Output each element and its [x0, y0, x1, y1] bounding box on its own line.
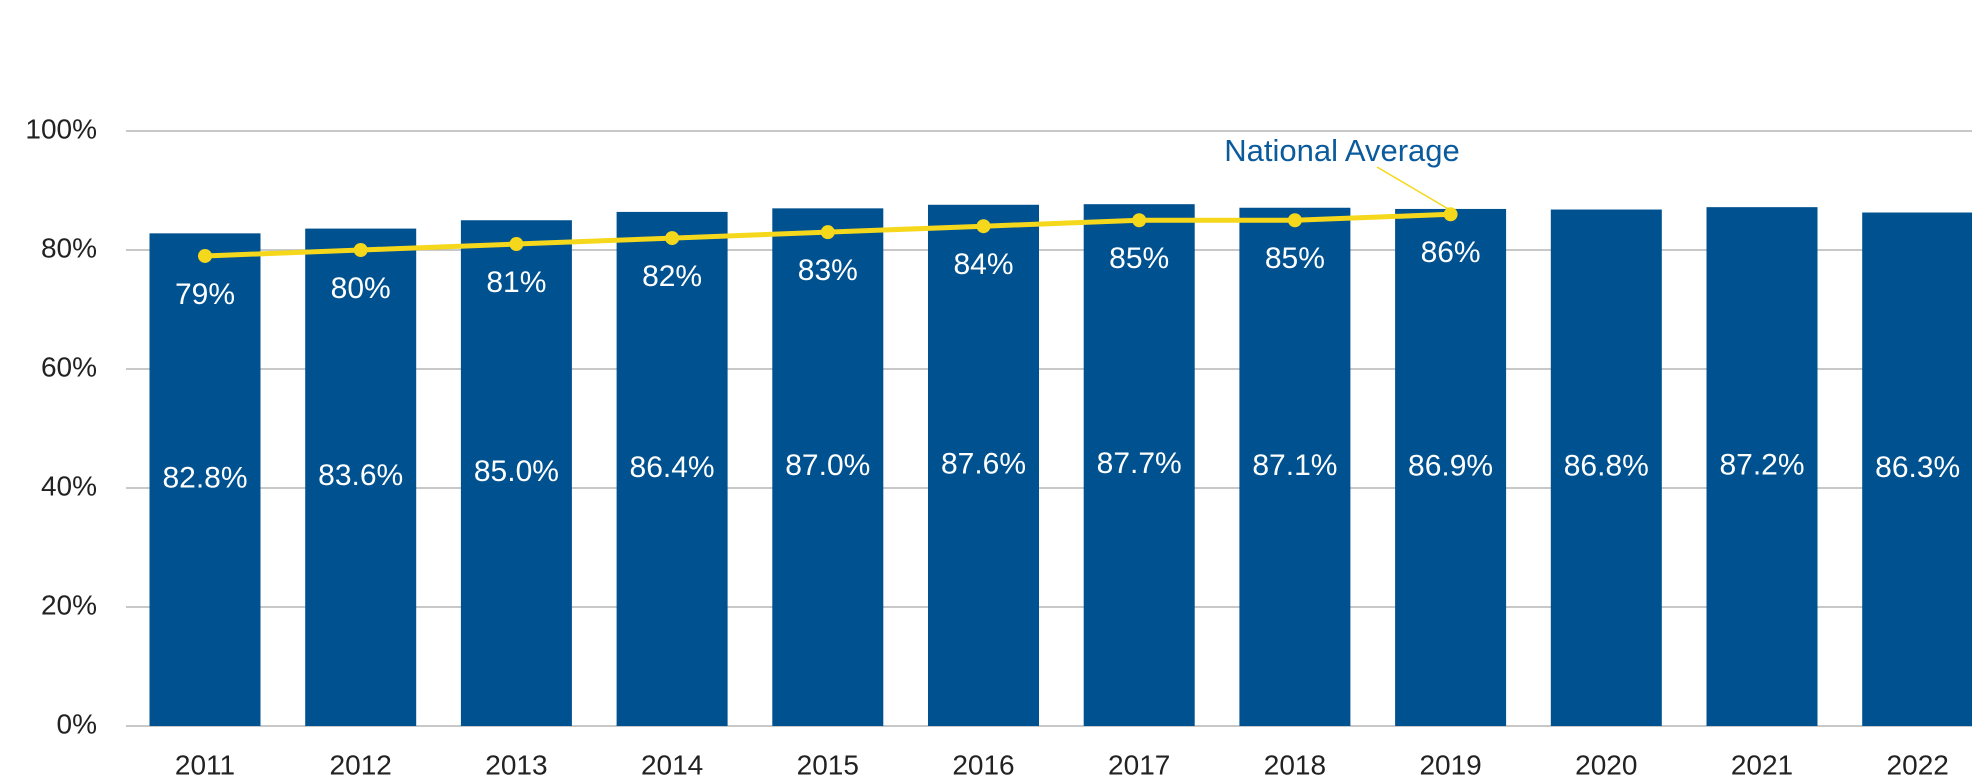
- x-tick-label: 2021: [1731, 749, 1793, 780]
- x-tick-label: 2011: [175, 749, 235, 780]
- line-marker: [1443, 207, 1458, 222]
- bar-value-label: 87.2%: [1719, 449, 1804, 482]
- bar-value-label: 87.6%: [941, 447, 1026, 480]
- bar-value-label: 83.6%: [318, 459, 403, 492]
- bar: [460, 220, 572, 726]
- x-tick-label: 2020: [1575, 749, 1637, 780]
- y-tick-label: 20%: [41, 589, 97, 620]
- bar: [928, 204, 1039, 726]
- bar: [305, 228, 417, 726]
- line-value-label: 79%: [175, 278, 235, 311]
- y-tick-label: 60%: [41, 351, 97, 382]
- line-marker: [1132, 213, 1147, 228]
- line-value-label: 80%: [331, 272, 391, 305]
- bar-value-label: 87.7%: [1097, 447, 1182, 480]
- x-tick-label: 2013: [485, 749, 547, 780]
- bar: [1706, 207, 1818, 726]
- line-marker: [1287, 213, 1302, 228]
- line-value-label: 84%: [953, 248, 1013, 281]
- x-tick-label: 2022: [1887, 749, 1949, 780]
- bar: [1550, 209, 1662, 727]
- line-value-label: 85%: [1109, 242, 1169, 275]
- x-tick-label: 2019: [1419, 749, 1481, 780]
- x-tick-label: 2012: [330, 749, 392, 780]
- bar-value-label: 86.8%: [1564, 450, 1649, 483]
- bar-value-label: 86.3%: [1875, 451, 1960, 484]
- series-annotation: National Average: [1224, 133, 1460, 168]
- line-value-label: 85%: [1265, 242, 1325, 275]
- bar-value-label: 86.4%: [630, 451, 715, 484]
- bar: [149, 233, 261, 726]
- line-marker: [976, 219, 991, 234]
- y-tick-label: 100%: [25, 113, 97, 144]
- line-value-label: 83%: [798, 254, 858, 287]
- line-marker: [198, 248, 212, 263]
- bar: [1083, 204, 1195, 726]
- bar-value-label: 86.9%: [1408, 449, 1493, 482]
- x-tick-label: 2017: [1108, 749, 1170, 780]
- line-value-label: 82%: [642, 260, 702, 293]
- annotation-leader: [1376, 166, 1451, 211]
- x-tick-label: 2018: [1264, 749, 1326, 780]
- bar: [1862, 212, 1972, 726]
- x-tick-label: 2015: [797, 749, 859, 780]
- line-marker: [665, 231, 680, 246]
- x-tick-label: 2014: [641, 749, 703, 780]
- line-marker: [353, 243, 368, 257]
- bar-value-label: 87.0%: [785, 449, 870, 482]
- bar: [616, 211, 728, 727]
- line-marker: [509, 237, 524, 252]
- bar-value-label: 85.0%: [474, 455, 559, 488]
- line-value-label: 86%: [1421, 236, 1481, 269]
- line-marker: [820, 225, 835, 240]
- bar-value-label: 87.1%: [1252, 449, 1337, 482]
- y-tick-label: 40%: [41, 470, 97, 501]
- line-value-label: 81%: [486, 266, 546, 299]
- bar: [772, 208, 884, 727]
- y-tick-label: 0%: [57, 708, 97, 739]
- bar: [1239, 207, 1351, 726]
- bar-value-label: 82.8%: [162, 462, 247, 495]
- bar: [1395, 208, 1507, 726]
- x-tick-label: 2016: [952, 749, 1014, 780]
- y-tick-label: 80%: [41, 232, 97, 263]
